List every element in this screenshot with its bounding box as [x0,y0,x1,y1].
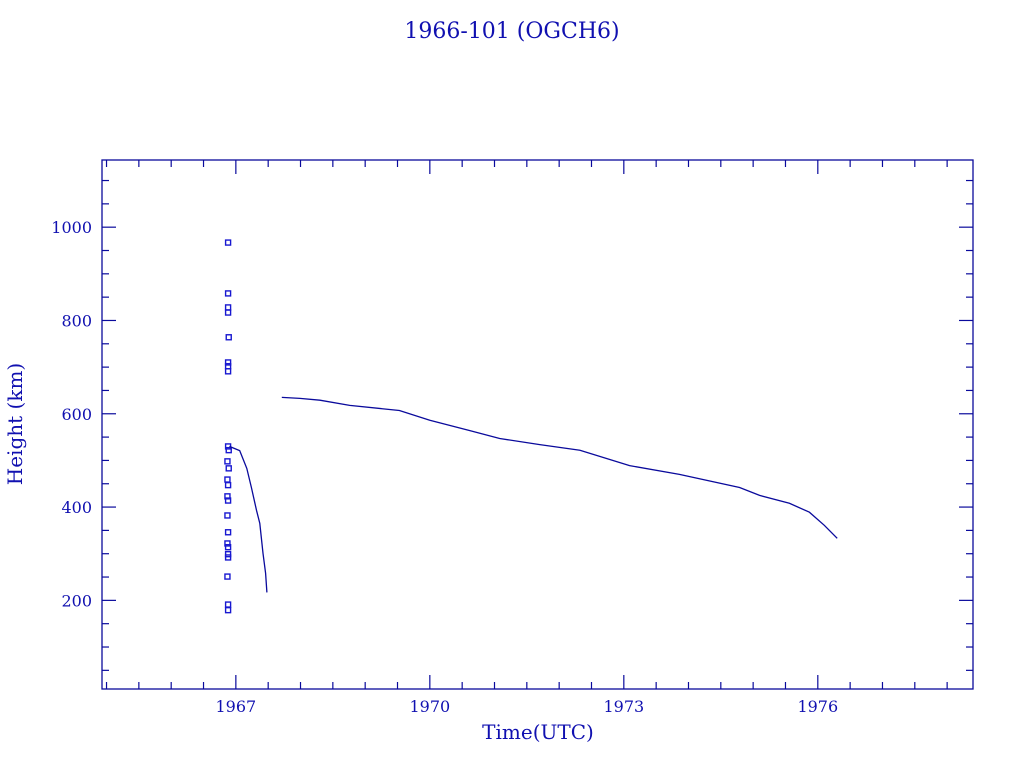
x-tick-label: 1973 [603,697,644,716]
data-point [224,309,232,316]
data-point [224,540,231,547]
y-tick-label: 1000 [51,218,92,237]
y-tick-label: 200 [61,591,92,610]
data-point [224,476,231,483]
data-point [224,304,232,311]
x-tick-label: 1967 [215,697,256,716]
data-point [224,359,232,366]
data-point [224,458,231,465]
data-point [224,601,232,608]
chart-title: 1966-101 (OGCH6) [404,19,619,44]
data-marks [224,239,838,614]
data-point [224,368,232,375]
data-point [224,481,232,489]
y-tick-label: 800 [61,311,92,330]
x-tick-label: 1976 [797,697,838,716]
data-point [224,550,232,558]
y-tick-label: 400 [61,498,92,517]
data-point [224,497,232,504]
data-point [224,543,232,551]
data-point [224,493,231,500]
x-tick-label: 1970 [409,697,450,716]
y-axis-label: Height (km) [3,363,27,485]
series-line-decay-2 [281,396,838,539]
series-line-decay-1 [229,445,268,593]
axis-ticks: 1967 1970 1973 1976 200 400 600 800 1000 [51,160,973,716]
data-point [224,290,232,297]
data-point [225,465,232,472]
y-tick-label: 600 [61,405,92,424]
data-point [224,239,232,246]
data-point [224,554,232,561]
plot-frame [101,159,974,690]
data-point [224,512,231,519]
data-point [224,573,231,580]
data-point [224,529,232,536]
x-axis-label: Time(UTC) [482,720,594,744]
data-point [224,606,232,614]
data-point [225,446,232,454]
data-point [225,334,232,341]
